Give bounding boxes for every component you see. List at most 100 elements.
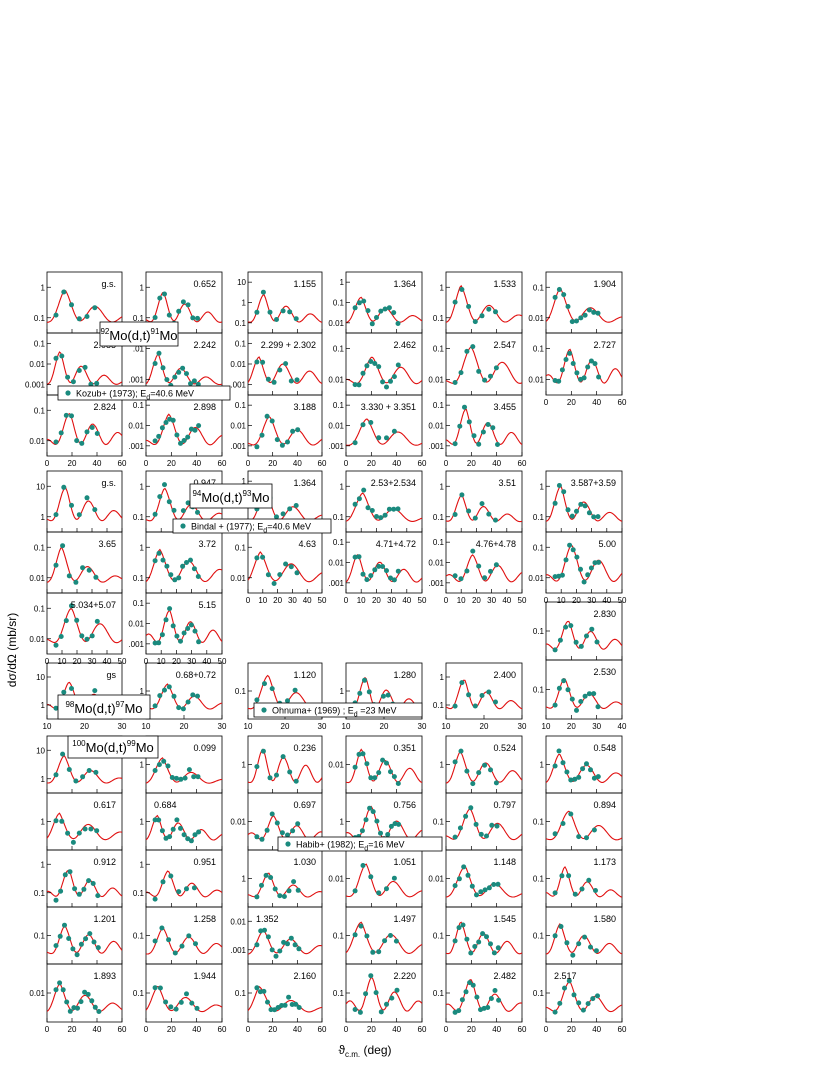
data-point: [459, 492, 465, 498]
y-tick-label: 0.1: [333, 401, 345, 410]
data-point: [166, 499, 172, 505]
y-tick-label: 1: [140, 818, 145, 827]
x-tick-label: 10: [457, 596, 466, 605]
data-point: [156, 350, 162, 356]
data-point: [188, 838, 194, 844]
data-point: [360, 571, 366, 577]
y-tick-label: .001: [328, 579, 344, 588]
data-point: [76, 316, 82, 322]
data-point: [264, 413, 270, 419]
x-tick-label: 20: [572, 596, 581, 605]
data-point: [459, 287, 465, 292]
data-point: [574, 707, 579, 713]
data-point: [467, 980, 473, 986]
subplot-panel: 0.797 0.1: [433, 792, 523, 851]
x-tick-label: 0: [246, 596, 251, 605]
y-tick-label: 0.1: [533, 513, 545, 522]
data-point: [452, 834, 458, 840]
subplot-panel: 1.533 1 0.1: [433, 271, 523, 334]
calculated-curve: [146, 986, 222, 1013]
x-tick-label: 40: [93, 1025, 102, 1034]
data-point: [368, 420, 374, 425]
data-point: [488, 767, 493, 773]
data-point: [456, 925, 462, 931]
data-point: [265, 572, 271, 578]
data-point: [464, 936, 470, 942]
data-point: [380, 693, 386, 699]
data-point: [495, 945, 501, 951]
level-energy-label: 0.524: [493, 743, 516, 753]
data-point: [495, 881, 501, 887]
data-point: [360, 370, 366, 376]
level-energy-label: 2.160: [293, 971, 316, 981]
data-point: [576, 774, 582, 780]
data-point: [488, 373, 493, 379]
data-point: [262, 927, 267, 933]
data-point: [152, 985, 158, 991]
data-point: [58, 430, 64, 436]
data-point: [160, 365, 166, 371]
data-point: [552, 763, 558, 769]
data-point: [281, 939, 287, 945]
data-point: [178, 999, 184, 1005]
data-point: [572, 891, 578, 897]
data-point: [370, 809, 376, 815]
data-point: [476, 368, 482, 374]
data-point: [578, 699, 584, 704]
x-tick-label: 20: [480, 722, 489, 731]
data-point: [360, 863, 366, 868]
data-point: [168, 873, 174, 879]
data-point: [152, 438, 158, 444]
y-tick-label: 0.001: [25, 381, 46, 390]
data-point: [70, 379, 76, 385]
data-point: [578, 315, 584, 321]
y-tick-label: 0.1: [533, 818, 545, 827]
x-tick-label: 40: [202, 657, 211, 666]
data-point: [162, 687, 167, 693]
data-point: [561, 678, 567, 684]
subplot-panel: 2.160 0.1 0 20 40 60: [235, 963, 327, 1034]
data-point: [176, 705, 182, 711]
data-point: [186, 767, 192, 773]
data-point: [567, 350, 573, 356]
data-point: [590, 996, 596, 1002]
subplot-panel: 0.617 1: [41, 792, 123, 851]
data-point: [395, 506, 401, 512]
data-point: [380, 564, 386, 569]
data-point: [53, 642, 59, 648]
reaction-label: 92Mo(d,t)91Mo: [99, 321, 179, 347]
data-point: [267, 309, 273, 315]
subplot-panel: 1.201 0.1: [34, 906, 123, 965]
data-point: [384, 384, 389, 390]
subplot-panel: 0.236 1: [242, 735, 323, 794]
x-tick-label: 60: [318, 1025, 327, 1034]
x-tick-label: 40: [492, 1025, 501, 1034]
x-tick-label: 20: [167, 459, 176, 468]
data-point: [76, 512, 82, 518]
legend-box: Ohnuma+ (1969) ; Ed =23 MeV: [253, 702, 423, 719]
y-tick-label: 1: [140, 482, 145, 491]
data-point: [63, 412, 69, 418]
data-point: [565, 687, 571, 693]
data-point: [293, 1001, 299, 1007]
data-point: [384, 435, 389, 441]
data-point: [94, 380, 100, 386]
y-tick-label: 0.1: [433, 932, 445, 941]
data-point: [574, 508, 579, 514]
data-point: [591, 691, 597, 697]
data-point: [191, 378, 197, 384]
data-point: [595, 993, 600, 999]
data-point: [579, 886, 585, 892]
data-point: [185, 626, 191, 631]
data-point: [89, 998, 95, 1004]
y-tick-label: 0.1: [333, 345, 345, 354]
y-tick-label: 1: [340, 818, 345, 827]
level-energy-label: 4.76+4.78: [476, 539, 516, 549]
data-point: [57, 980, 63, 986]
data-point: [267, 775, 273, 781]
data-point: [385, 832, 391, 837]
data-point: [74, 438, 80, 444]
data-point: [584, 835, 589, 841]
y-tick-label: 0.1: [133, 401, 145, 410]
